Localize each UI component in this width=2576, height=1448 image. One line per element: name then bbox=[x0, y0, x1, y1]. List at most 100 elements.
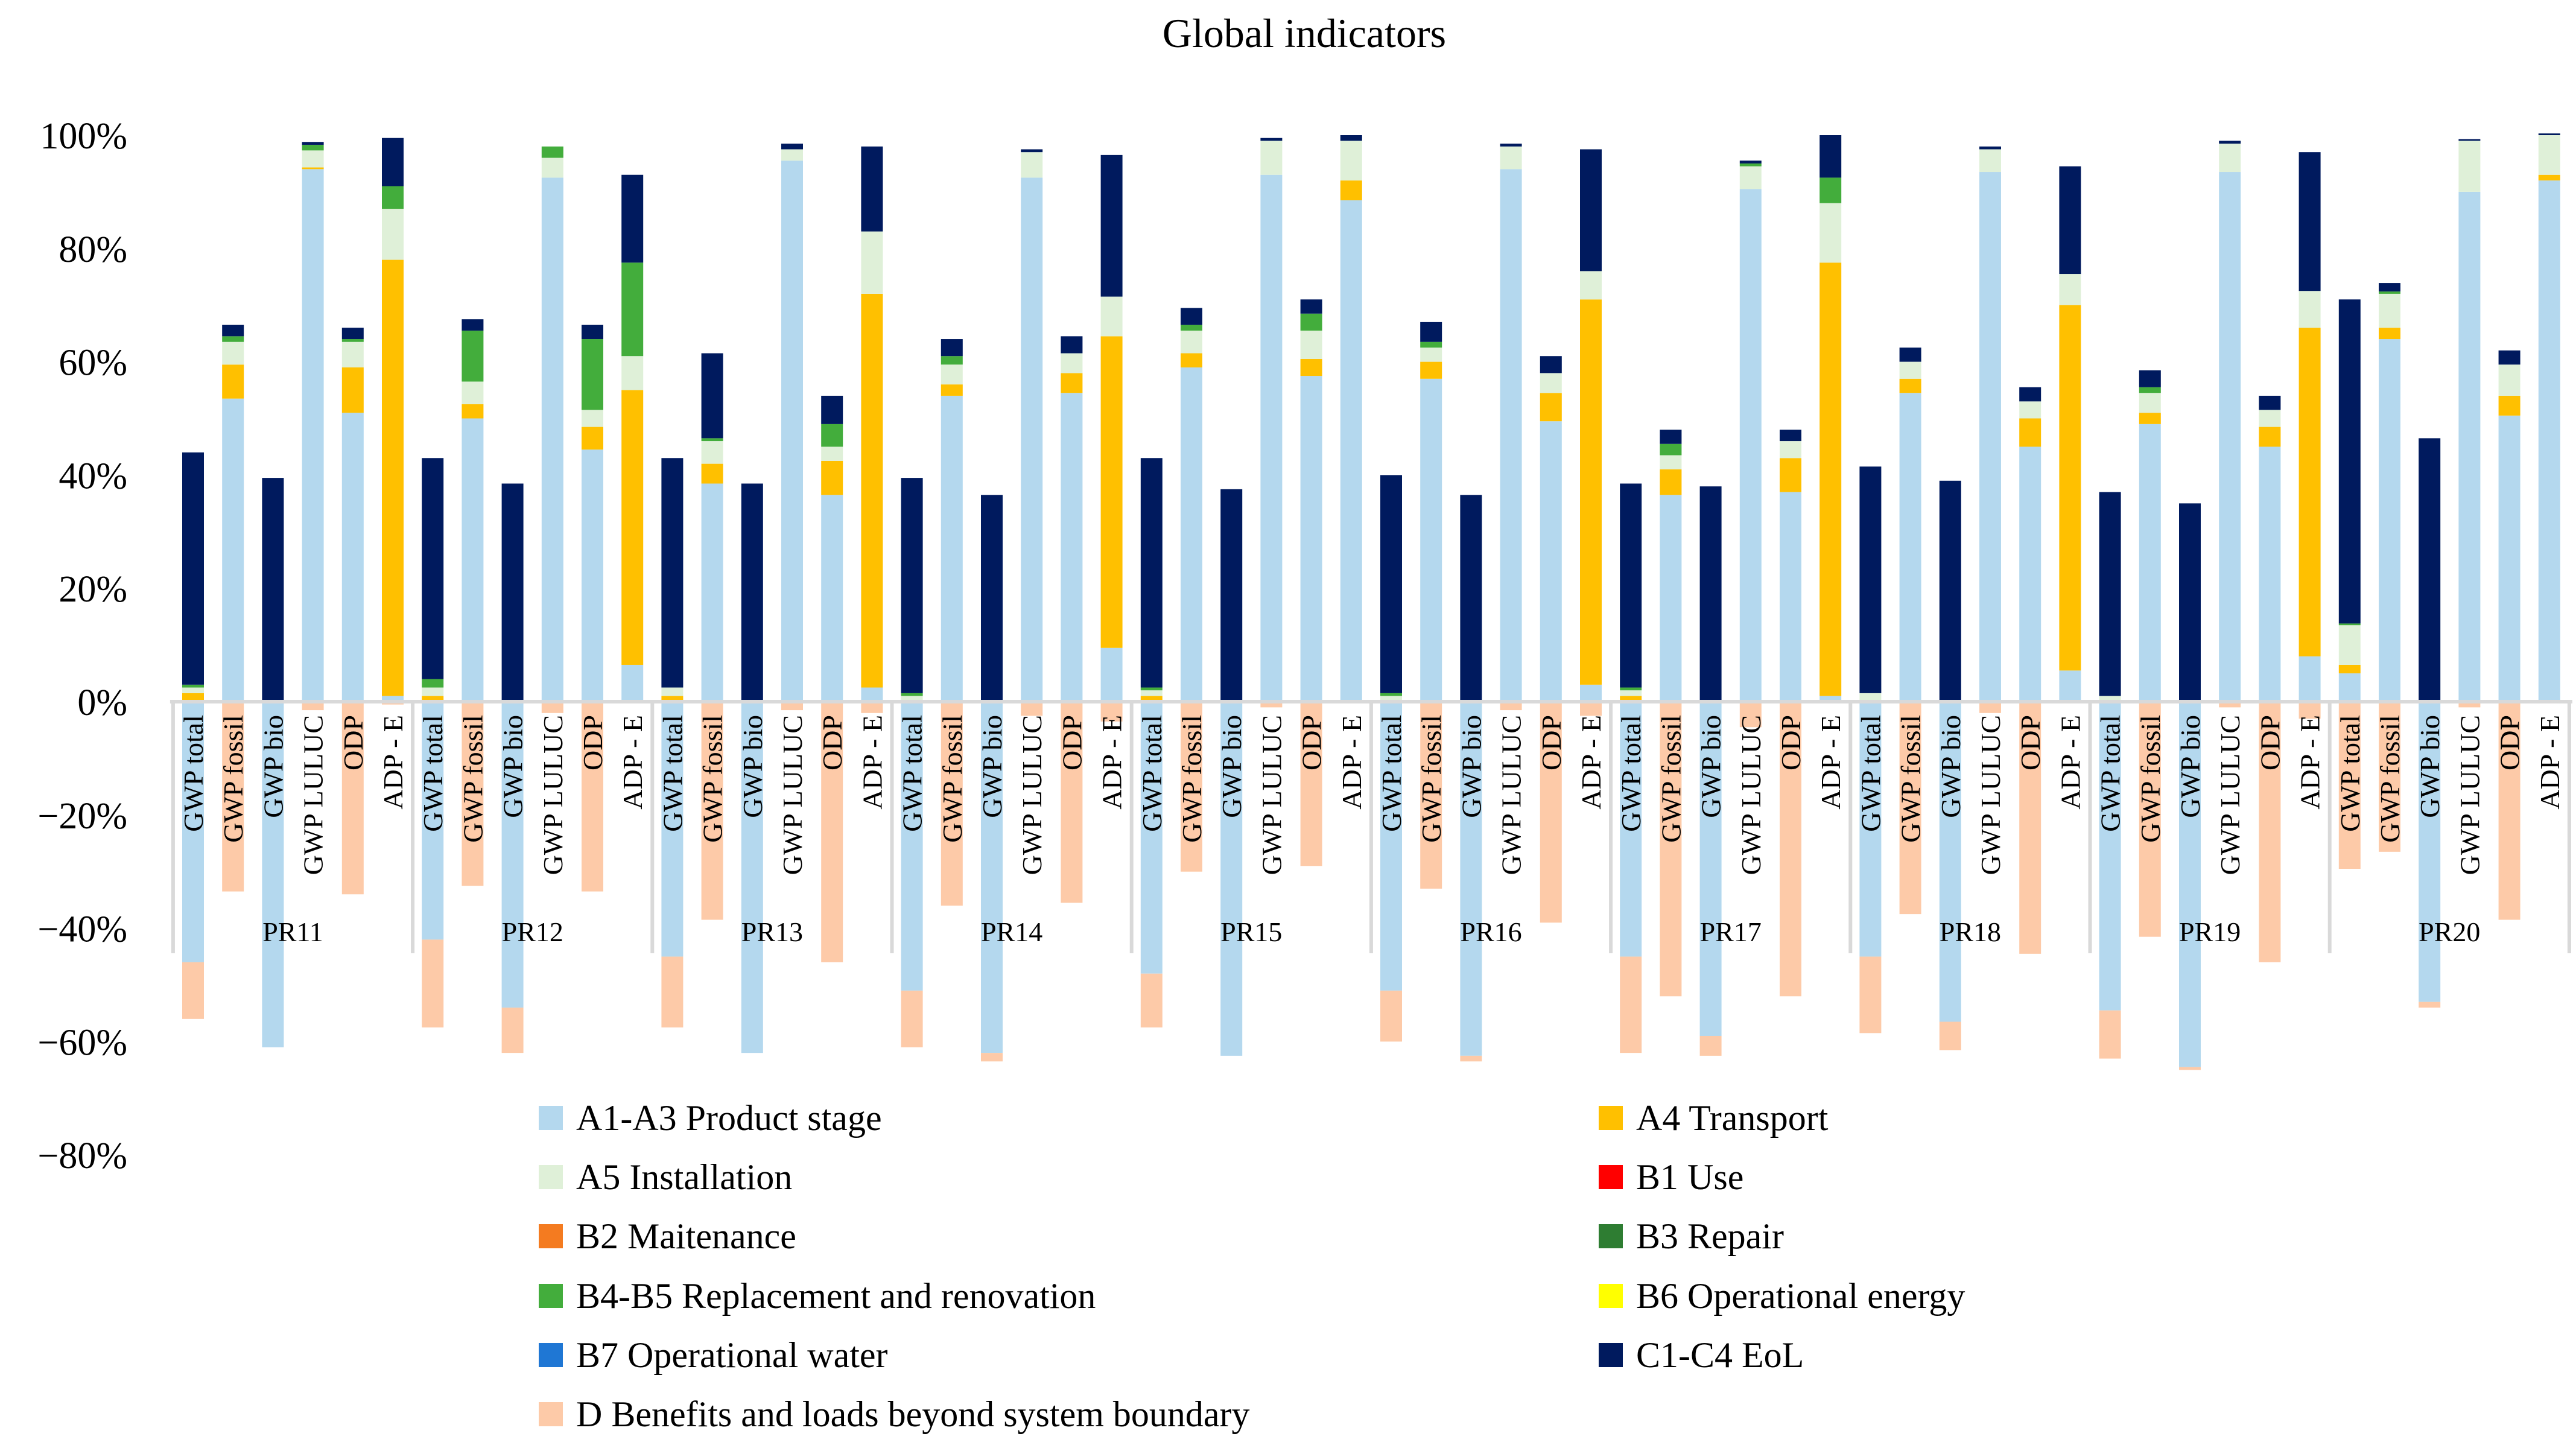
x-tick-label: ADP - E bbox=[2055, 715, 2086, 810]
bar-segment bbox=[661, 696, 684, 702]
bar-segment bbox=[981, 495, 1003, 702]
bar-segment bbox=[1500, 144, 1522, 147]
bar-segment bbox=[1380, 475, 1402, 693]
bar-segment bbox=[1340, 141, 1362, 181]
bar-segment bbox=[2019, 446, 2041, 702]
bar-segment bbox=[821, 702, 843, 962]
bar-segment bbox=[1340, 135, 1362, 141]
x-tick-label: GWP LULUC bbox=[2454, 715, 2485, 875]
x-tick-label: GWP LULUC bbox=[1975, 715, 2006, 875]
bar-segment bbox=[821, 460, 843, 495]
bar-segment bbox=[582, 325, 603, 340]
bar-segment bbox=[2259, 427, 2281, 447]
bar-segment bbox=[1420, 378, 1442, 702]
bar-segment bbox=[501, 1008, 524, 1053]
x-tick-label: GWP fossil bbox=[1416, 715, 1447, 843]
bar-segment bbox=[1300, 330, 1322, 359]
bar-segment bbox=[1620, 956, 1642, 1053]
x-tick-label: GWP fossil bbox=[697, 715, 728, 843]
bar-segment bbox=[2538, 135, 2560, 175]
x-tick-label: GWP total bbox=[417, 715, 448, 832]
bar-segment bbox=[1580, 702, 1602, 716]
bar-segment bbox=[1140, 702, 1163, 974]
bar-segment bbox=[1140, 458, 1163, 688]
bar-segment bbox=[1340, 180, 1362, 200]
bar-segment bbox=[1780, 430, 1801, 442]
legend-swatch bbox=[1599, 1224, 1623, 1248]
legend-swatch bbox=[539, 1224, 563, 1248]
x-tick-label: GWP fossil bbox=[218, 715, 249, 843]
x-tick-label: ODP bbox=[2254, 715, 2285, 770]
x-tick-label: GWP fossil bbox=[457, 715, 488, 843]
bar-segment bbox=[1540, 393, 1562, 422]
x-tick-label: ODP bbox=[1296, 715, 1327, 770]
bar-segment bbox=[1540, 356, 1562, 373]
bar-segment bbox=[1420, 702, 1442, 889]
bar-segment bbox=[861, 687, 883, 702]
bar-segment bbox=[341, 367, 364, 413]
bar-segment bbox=[621, 356, 644, 390]
x-tick-label: GWP LULUC bbox=[538, 715, 568, 875]
bar-segment bbox=[1420, 361, 1442, 379]
group-label: PR11 bbox=[262, 916, 323, 947]
x-tick-label: GWP bio bbox=[1216, 715, 1247, 818]
bar-segment bbox=[582, 410, 603, 427]
legend-item: A1-A3 Product stage bbox=[539, 1098, 882, 1138]
bar-segment bbox=[661, 956, 684, 1027]
bar-segment bbox=[1300, 376, 1322, 702]
x-tick-label: GWP fossil bbox=[937, 715, 968, 843]
bar-segment bbox=[781, 144, 803, 150]
x-tick-label: GWP total bbox=[657, 715, 688, 832]
bar-segment bbox=[981, 702, 1003, 1053]
x-tick-label: GWP total bbox=[1376, 715, 1407, 832]
bar-segment bbox=[1500, 702, 1522, 711]
bar-segment bbox=[821, 424, 843, 447]
bar-segment bbox=[941, 364, 963, 385]
bar-segment bbox=[422, 696, 444, 702]
bar-segment bbox=[1021, 149, 1043, 153]
bar-segment bbox=[2019, 418, 2041, 447]
bar-segment bbox=[2019, 702, 2041, 954]
bar-segment bbox=[2298, 152, 2321, 291]
y-tick-label: 20% bbox=[59, 569, 127, 610]
x-tick-label: GWP LULUC bbox=[1256, 715, 1287, 875]
bar-segment bbox=[1580, 299, 1602, 685]
bar-segment bbox=[462, 702, 484, 886]
bar-segment bbox=[182, 684, 204, 688]
bars bbox=[182, 133, 2560, 1070]
x-tick-label: ADP - E bbox=[1815, 715, 1846, 810]
bar-segment bbox=[1939, 702, 1961, 1022]
legend-label: B6 Operational energy bbox=[1636, 1276, 1965, 1316]
legend-label: D Benefits and loads beyond system bound… bbox=[576, 1394, 1249, 1434]
bar-segment bbox=[541, 146, 563, 158]
bar-segment bbox=[701, 702, 723, 920]
bar-segment bbox=[1500, 169, 1522, 702]
x-tick-label: GWP total bbox=[1855, 715, 1886, 832]
legend-label: A5 Installation bbox=[576, 1157, 792, 1197]
bar-segment bbox=[1660, 495, 1682, 702]
bar-segment bbox=[1899, 361, 1921, 379]
x-tick-label: ADP - E bbox=[617, 715, 648, 810]
bar-segment bbox=[2139, 702, 2161, 937]
bar-segment bbox=[1181, 702, 1202, 872]
bar-segment bbox=[1021, 152, 1043, 178]
bar-segment bbox=[1780, 441, 1801, 459]
bar-segment bbox=[1300, 702, 1322, 866]
bar-segment bbox=[781, 149, 803, 161]
y-axis: 100% 80% 60% 40% 20% 0% −20% −40% −60% −80% bbox=[37, 116, 127, 1176]
bar-segment bbox=[2059, 305, 2081, 671]
bar-segment bbox=[861, 293, 883, 688]
bar-segment bbox=[1979, 146, 2001, 150]
bar-segment bbox=[422, 702, 444, 940]
x-tick-label: ODP bbox=[577, 715, 608, 770]
bar-segment bbox=[2259, 446, 2281, 702]
legend-swatch bbox=[1599, 1284, 1623, 1308]
bar-segment bbox=[901, 702, 923, 991]
bar-segment bbox=[462, 319, 484, 331]
bar-segment bbox=[1061, 393, 1083, 702]
bar-segment bbox=[621, 262, 644, 357]
legend-label: B2 Maitenance bbox=[576, 1216, 796, 1256]
bar-segment bbox=[1380, 693, 1402, 696]
bar-segment bbox=[1620, 690, 1642, 696]
bar-segment bbox=[701, 441, 723, 464]
